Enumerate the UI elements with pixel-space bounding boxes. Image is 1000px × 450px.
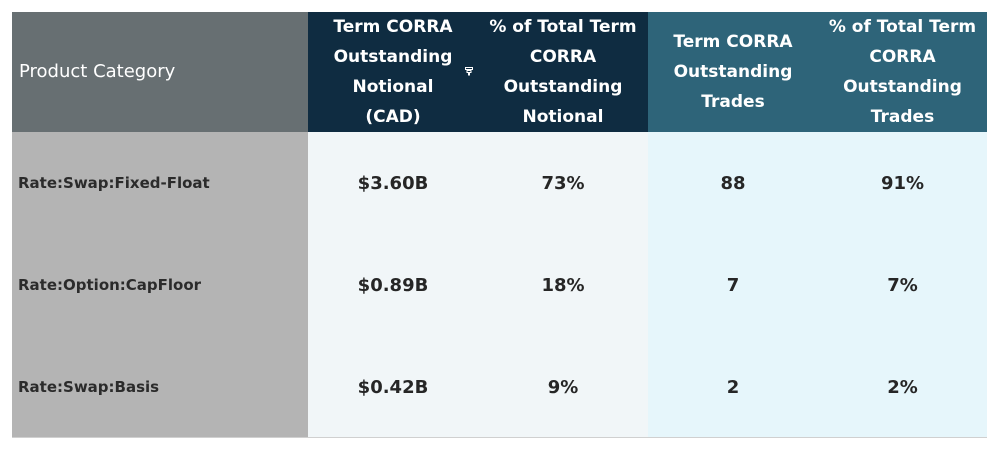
header-line: Outstanding [673, 62, 793, 82]
cell-product-category: Rate:Option:CapFloor [18, 276, 202, 294]
notional-columns-band [308, 132, 648, 438]
cell-pct-trades: 91% [880, 172, 925, 194]
header-outstanding-notional: Term CORRA Outstanding Notional (CAD) [308, 12, 478, 132]
header-pct-trades: % of Total Term CORRA Outstanding Trades [818, 12, 987, 132]
header-line: Notional [522, 107, 604, 127]
header-pct-notional: % of Total Term CORRA Outstanding Notion… [478, 12, 648, 132]
header-line: (CAD) [365, 107, 421, 127]
filter-icon[interactable] [465, 67, 473, 76]
cell-trades: 2 [726, 376, 740, 398]
header-line: Term CORRA [673, 32, 793, 52]
cell-product-category: Rate:Swap:Basis [18, 378, 160, 396]
cell-notional: $0.89B [357, 274, 429, 296]
header-line: CORRA [869, 47, 936, 67]
header-line: Product Category [19, 61, 176, 82]
cell-trades: 7 [726, 274, 740, 296]
header-line: Notional [352, 77, 434, 97]
cell-pct-notional: 9% [547, 376, 579, 398]
cell-pct-notional: 18% [541, 274, 585, 296]
table-bottom-border [12, 437, 987, 438]
cell-product-category: Rate:Swap:Fixed-Float [18, 174, 210, 192]
cell-trades: 88 [720, 172, 746, 194]
cell-pct-trades: 7% [887, 274, 918, 296]
header-line: Outstanding [503, 77, 623, 97]
header-line: Outstanding [333, 47, 453, 67]
corra-table: Product Category Term CORRA Outstanding … [12, 12, 987, 438]
header-line: Trades [701, 92, 765, 112]
cell-pct-notional: 73% [541, 172, 585, 194]
trades-columns-band [648, 132, 987, 438]
cell-notional: $3.60B [357, 172, 429, 194]
header-line: CORRA [529, 47, 597, 67]
cell-pct-trades: 2% [887, 376, 918, 398]
header-line: Term CORRA [333, 17, 453, 37]
header-line: % of Total Term [828, 17, 977, 37]
header-product-category: Product Category [12, 12, 308, 132]
header-line: Trades [870, 107, 935, 127]
category-column [12, 132, 308, 438]
header-line: % of Total Term [489, 17, 637, 37]
header-line: Outstanding [843, 77, 962, 97]
header-outstanding-trades: Term CORRA Outstanding Trades [648, 12, 818, 132]
cell-notional: $0.42B [357, 376, 429, 398]
